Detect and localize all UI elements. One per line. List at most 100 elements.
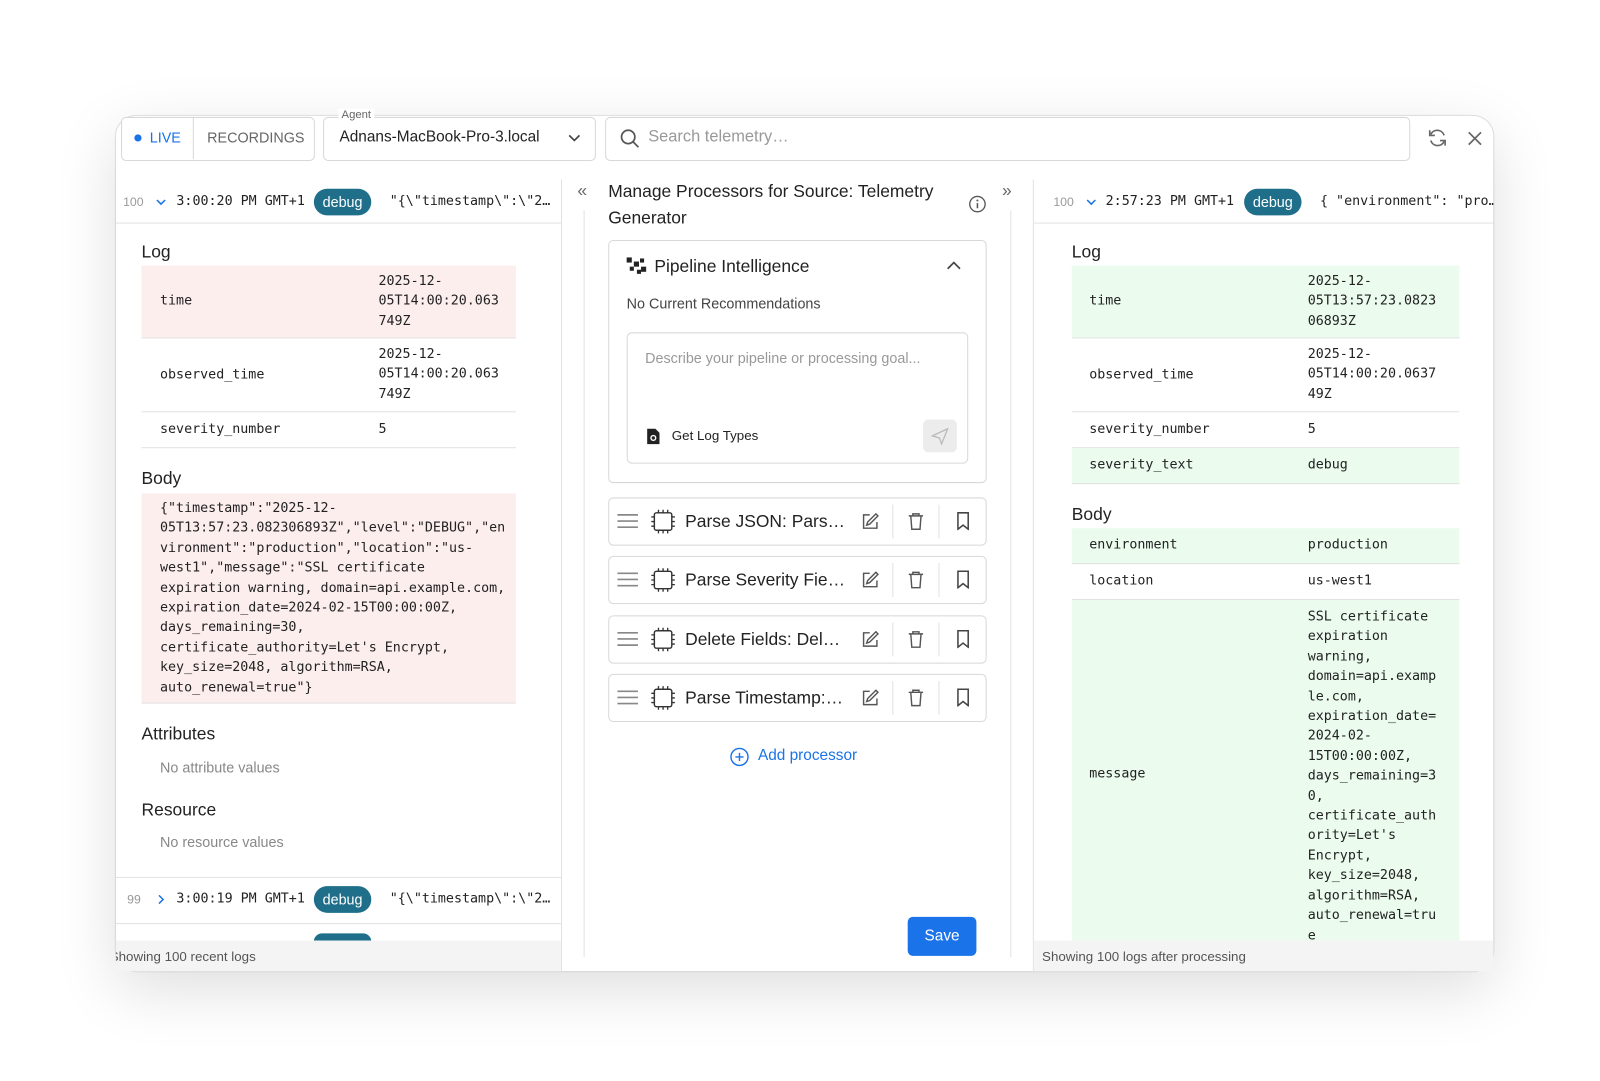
prompt-placeholder: Describe your pipeline or processing goa… [645, 349, 921, 367]
log-entry-row[interactable] [115, 876, 562, 925]
delete-button[interactable] [908, 688, 924, 707]
edit-button[interactable] [862, 689, 879, 706]
get-log-types[interactable]: Get Log Types [671, 427, 759, 444]
field-key: severity_text [1089, 457, 1194, 473]
divider [192, 117, 194, 159]
divider [892, 563, 894, 597]
body-text: {"timestamp":"2025-12-05T13:57:23.082306… [159, 500, 506, 696]
prompt-input[interactable] [626, 332, 969, 464]
edit-button[interactable] [862, 571, 879, 588]
delete-button[interactable] [908, 630, 924, 648]
table-row [141, 265, 516, 339]
add-processor[interactable]: Add processor [757, 746, 858, 765]
doc-search-icon [647, 428, 660, 445]
panel-title: Manage Processors for Source: Telemetry … [608, 181, 934, 228]
field-value: 5 [1307, 421, 1316, 437]
section-heading: Body [1071, 504, 1112, 525]
field-key: time [1089, 293, 1122, 309]
collapse-right[interactable]: » [1002, 180, 1012, 200]
add-icon[interactable] [729, 747, 750, 768]
delete-button[interactable] [908, 512, 924, 530]
processor-row[interactable]: Parse Severity Fie… [608, 555, 987, 605]
body-block [141, 493, 516, 704]
drag-handle[interactable] [616, 688, 639, 706]
bookmark-button[interactable] [956, 688, 970, 707]
divider [938, 622, 940, 657]
search-box[interactable] [605, 116, 1411, 162]
footer-text: Showing 100 recent logs [115, 948, 256, 965]
divider [892, 504, 894, 539]
entry-time: 3:00:20 PM GMT+1 [176, 193, 305, 210]
live-tab[interactable]: LIVE [149, 129, 181, 146]
edit-button[interactable] [862, 512, 879, 530]
table-row: message SSL certificate expiration warni… [1071, 599, 1460, 941]
bookmark-button[interactable] [956, 629, 970, 649]
table-row [1071, 564, 1460, 600]
divider [892, 622, 894, 657]
agent-value: Adnans-MacBook-Pro-3.local [339, 128, 540, 146]
log-entry-row[interactable] [115, 179, 562, 224]
processor-name: Parse Severity Fie… [685, 570, 846, 590]
section-heading: Body [141, 468, 182, 489]
processor-row[interactable]: Parse Timestamp:… [608, 673, 987, 723]
divider [892, 681, 894, 715]
entry-index: 100 [123, 194, 144, 210]
bookmark-button[interactable] [956, 570, 970, 589]
entry-preview: "{\"timestamp\":\"2… [389, 891, 551, 907]
table-row [1071, 448, 1460, 485]
footer: Showing 100 recent logs [115, 940, 562, 972]
panel-divider [1032, 179, 1034, 972]
delete-button[interactable] [908, 570, 924, 589]
chevron-right [158, 894, 165, 905]
drag-handle[interactable] [616, 570, 639, 588]
divider [938, 563, 940, 597]
field-key: observed_time [159, 367, 265, 383]
info-icon[interactable] [968, 195, 986, 213]
field-key: environment [1089, 537, 1178, 553]
field-value: 2025-12-05T14:00:20.063749Z [378, 273, 499, 330]
collapse-left[interactable]: « [577, 180, 588, 200]
drag-handle[interactable] [616, 512, 639, 530]
empty-text: No resource values [159, 833, 284, 851]
section-heading: Log [141, 242, 171, 262]
chevron-up[interactable] [946, 259, 962, 271]
section-heading: Resource [141, 799, 217, 820]
field-key: location [1089, 573, 1154, 589]
footer-text: Showing 100 logs after processing [1042, 948, 1246, 965]
field-value: production [1307, 537, 1388, 553]
field-key: message [1089, 766, 1146, 782]
field-key: observed_time [1089, 367, 1194, 383]
panel-divider [561, 179, 563, 972]
footer: Showing 100 logs after processing [1033, 940, 1494, 972]
search-icon [620, 129, 640, 148]
level-badge: debug [313, 188, 372, 216]
bookmark-button[interactable] [956, 512, 970, 531]
drag-handle[interactable] [616, 630, 639, 648]
chevron-down [568, 134, 581, 142]
save-button[interactable]: Save [907, 916, 977, 956]
table-row [141, 412, 516, 449]
refresh-button[interactable] [1427, 127, 1449, 149]
send-button[interactable] [923, 419, 957, 453]
table-row [1071, 265, 1460, 339]
level-badge [313, 933, 372, 942]
panel-divider [583, 210, 585, 957]
processor-name: Parse Timestamp:… [685, 688, 844, 708]
table-row [1071, 412, 1460, 449]
processor-row[interactable]: Parse JSON: Pars… [608, 497, 987, 546]
agent-select[interactable] [323, 116, 596, 162]
recommendations-text: No Current Recommendations [626, 295, 821, 312]
edit-button[interactable] [862, 630, 879, 648]
agent-label: Agent [338, 108, 375, 122]
field-value: SSL certificate expiration warning, doma… [1307, 609, 1437, 941]
entry-index: 100 [1053, 194, 1074, 210]
processor-row[interactable]: Delete Fields: Del… [608, 615, 987, 664]
field-key: severity_number [1089, 421, 1210, 437]
field-value: 2025-12-05T14:00:20.063749Z [1307, 346, 1437, 402]
divider [938, 504, 940, 539]
close-button[interactable] [1467, 130, 1483, 146]
recordings-tab[interactable]: RECORDINGS [207, 129, 305, 146]
log-entry-row[interactable]: { "environment": "pro… [1033, 179, 1494, 224]
processor-name: Delete Fields: Del… [685, 629, 841, 650]
